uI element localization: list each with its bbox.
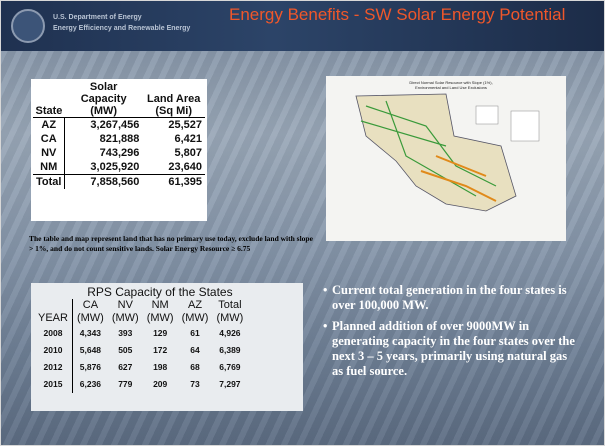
bullet: Planned addition of over 9000MW in gener…: [323, 319, 581, 379]
table-row: NM 3,025,920 23,640: [33, 160, 205, 175]
title-row: RPS Capacity of the States: [34, 286, 247, 299]
bullet-list: Current total generation in the four sta…: [323, 283, 581, 385]
table-cell: 209: [153, 379, 168, 389]
header-row: CA NV NM AZ Total: [34, 299, 247, 312]
column-header: (MW): [111, 312, 139, 324]
table-cell: 2008: [34, 325, 73, 342]
column-header: NV: [117, 299, 133, 311]
column-header: Total: [218, 299, 242, 311]
table-cell: 6,769: [219, 362, 241, 372]
table-cell: NM: [33, 160, 66, 175]
table-cell: 393: [118, 328, 133, 338]
table-row: NV 743,296 5,807: [33, 146, 205, 160]
table-cell: 68: [190, 362, 200, 372]
table-cell: 627: [118, 362, 133, 372]
table-row: AZ 3,267,456 25,527: [33, 117, 205, 132]
column-header: YEAR: [34, 312, 73, 325]
table-cell: 25,527: [142, 117, 205, 132]
org-name: U.S. Department of Energy: [53, 14, 142, 21]
slide-title: Energy Benefits - SW Solar Energy Potent…: [229, 5, 566, 24]
table-cell: 73: [190, 379, 200, 389]
table-cell: 61: [190, 328, 200, 338]
logo: [11, 9, 45, 43]
table-cell: 2015: [34, 376, 73, 393]
header-row: YEAR (MW) (MW) (MW) (MW) (MW): [34, 312, 247, 325]
column-header: (MW): [146, 312, 174, 324]
table-cell: 198: [153, 362, 168, 372]
column-header: (MW): [76, 312, 104, 324]
table-head: RPS Capacity of the States CA NV NM AZ Total Y…: [34, 286, 247, 325]
table-row: 2015 6,236 779 209 73 7,297: [34, 376, 247, 393]
table-cell: 2012: [34, 359, 73, 376]
map: Direct Normal Solar Resource with Slope …: [326, 76, 566, 241]
table-cell: 5,876: [79, 362, 102, 372]
table: State Solar Capacity (MW) Land Area (Sq Mi…: [33, 81, 205, 189]
table-cell: 6,421: [174, 133, 202, 145]
table-cell: 505: [118, 345, 133, 355]
table-cell: 7,297: [219, 379, 241, 389]
column-header: [34, 299, 73, 312]
table-cell: 6,236: [79, 379, 102, 389]
table-cell: AZ: [33, 117, 66, 132]
column-header: Solar Capacity (MW): [80, 81, 127, 117]
column-header: AZ: [188, 299, 203, 311]
table-cell: 821,888: [99, 133, 140, 145]
bullet: Current total generation in the four sta…: [323, 283, 581, 313]
column-header: CA: [82, 299, 99, 311]
table-cell: NV: [33, 146, 66, 160]
land-table: State Solar Capacity (MW) Land Area (Sq Mi…: [31, 79, 207, 221]
blank-cell: [34, 286, 72, 299]
table-row: 2012 5,876 627 198 68 6,769: [34, 359, 247, 376]
rps-table: RPS Capacity of the States CA NV NM AZ Total Y…: [31, 283, 303, 411]
column-header: (MW): [216, 312, 244, 324]
table-cell: 743,296: [99, 147, 140, 159]
table-cell: CA: [33, 132, 66, 146]
table-cell: 779: [118, 379, 133, 389]
table-row: CA 821,888 6,421: [33, 132, 205, 146]
table-row: 2008 4,343 393 129 61 4,926: [34, 325, 247, 342]
table-cell: 61,395: [142, 174, 205, 189]
table-row: 2010 5,648 505 172 64 6,389: [34, 342, 247, 359]
table-cell: 7,858,560: [64, 174, 143, 189]
table-cell: 172: [153, 345, 168, 355]
table: RPS Capacity of the States CA NV NM AZ Total Y…: [34, 286, 247, 393]
table-row: Total 7,858,560 61,395: [33, 174, 205, 189]
table-cell: 64: [190, 345, 200, 355]
table-cell: 2010: [34, 342, 73, 359]
table-cell: Total: [33, 174, 66, 189]
table-cell: 3,267,456: [64, 117, 143, 132]
header-row: State Solar Capacity (MW) Land Area (Sq Mi…: [33, 81, 205, 118]
table-cell: 5,648: [79, 345, 102, 355]
table-cell: 3,025,920: [90, 161, 140, 173]
note: The table and map represent land that ha…: [29, 234, 313, 253]
column-header: Land Area (Sq Mi): [146, 93, 201, 117]
column-header: State: [35, 105, 63, 117]
table-cell: 129: [153, 328, 168, 338]
table-cell: 5,807: [174, 147, 202, 159]
header: U.S. Department of Energy Energy Efficie…: [1, 1, 604, 51]
table-body: 2008 4,343 393 129 61 4,926 2010 5,648 505 172 64 6…: [34, 325, 247, 393]
table-cell: 4,343: [79, 328, 102, 338]
column-header: NM: [151, 299, 169, 311]
map-title: Direct Normal Solar Resource with Slope …: [409, 80, 493, 90]
table-cell: 4,926: [219, 328, 241, 338]
table-title: RPS Capacity of the States: [87, 285, 233, 299]
column-header: (MW): [181, 312, 209, 324]
table-cell: 23,640: [168, 161, 202, 173]
table-cell: 6,389: [219, 345, 241, 355]
map-graphic: [355, 93, 540, 212]
org-name: Energy Efficiency and Renewable Energy: [53, 25, 191, 32]
